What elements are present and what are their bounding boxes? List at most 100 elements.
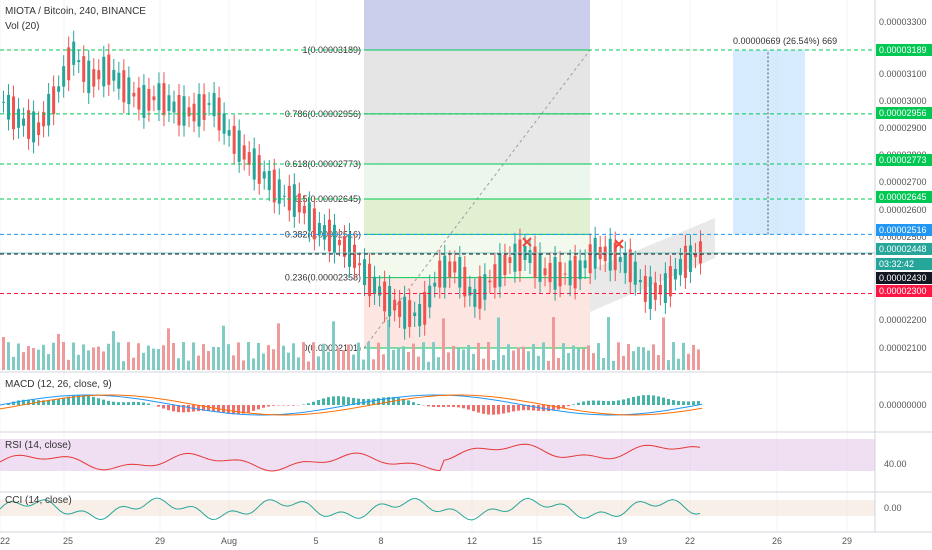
candle-body [337, 239, 341, 246]
volume-bar [682, 342, 685, 370]
macd-histogram-bar [697, 401, 700, 405]
macd-histogram-bar [182, 405, 185, 413]
macd-histogram-bar [172, 405, 175, 412]
macd-histogram-bar [652, 395, 655, 405]
macd-histogram-bar [412, 402, 415, 405]
candles [2, 30, 702, 340]
macd-histogram-bar [267, 405, 270, 407]
volume-bar [602, 357, 605, 370]
macd-histogram-bar [562, 405, 565, 408]
macd-histogram-bar [517, 405, 520, 411]
candle-body [242, 145, 246, 160]
candle-body [648, 276, 652, 309]
volume-bar [667, 360, 670, 370]
macd-histogram-bar [667, 398, 670, 405]
macd-histogram-bar [527, 405, 530, 411]
macd-histogram-bar [257, 405, 260, 410]
macd-histogram-bar [272, 405, 275, 406]
macd-histogram-bar [397, 397, 400, 405]
macd-histogram-bar [27, 399, 30, 405]
macd-histogram-bar [567, 405, 570, 407]
macd-histogram-bar [427, 405, 430, 407]
candle-body [142, 85, 146, 118]
price-tags: 0.00003189 0.00002956 0.00002773 0.00002645… [876, 44, 932, 297]
macd-histogram-bar [177, 405, 180, 413]
candle-body [52, 86, 56, 115]
candle-body [162, 83, 166, 116]
volume-bar [477, 342, 480, 370]
volume-bar [372, 359, 375, 370]
candle-body [398, 300, 402, 318]
candle-body [473, 289, 477, 307]
macd-histogram-bar [167, 405, 170, 411]
volume-bar [637, 346, 640, 370]
macd-histogram-bar [232, 405, 235, 415]
volume-bar [177, 358, 180, 370]
fib-zone-band [364, 163, 590, 199]
time-axis-label: 8 [378, 536, 383, 546]
macd-histogram-bar [202, 405, 205, 411]
volume-bar [482, 358, 485, 370]
volume-bar [407, 351, 410, 370]
volume-bar [12, 356, 15, 370]
price-axis-label: 0.00002200 [879, 315, 927, 325]
volume-bar [242, 360, 245, 370]
volume-bar [612, 360, 615, 370]
candle-body [673, 268, 677, 280]
volume-bar [127, 342, 130, 370]
macd-histogram-bar [682, 401, 685, 405]
candle-body [443, 255, 447, 288]
macd-line [0, 394, 703, 416]
candle-body [122, 70, 126, 103]
candle-body [312, 208, 316, 240]
volume-bar [277, 323, 280, 370]
candle-body [613, 242, 617, 271]
macd-histogram-bar [107, 400, 110, 405]
macd-histogram-bar [307, 403, 310, 405]
time-axis-label: 29 [155, 536, 165, 546]
candle-body [678, 258, 682, 276]
macd-histogram-bar [222, 405, 225, 413]
measure-box [733, 50, 805, 235]
volume-bar [162, 345, 165, 370]
volume-bar [572, 345, 575, 370]
volume-bar [597, 343, 600, 370]
candle-body [478, 276, 482, 309]
volume-bar [77, 354, 80, 370]
candle-body [57, 86, 61, 92]
volume-bar [62, 342, 65, 370]
volume-bar [382, 354, 385, 370]
price-tag [876, 154, 932, 166]
volume-bar [487, 342, 490, 370]
macd-histogram-bar [47, 400, 50, 405]
macd-histogram-bar [497, 405, 500, 415]
macd-histogram-bar [112, 401, 115, 405]
candle-body [448, 261, 452, 278]
volume-bar [2, 337, 5, 370]
macd-histogram-bar [437, 405, 440, 408]
macd-histogram-bar [7, 403, 10, 405]
volume-bar [302, 342, 305, 370]
volume-bar [402, 346, 405, 370]
candle-body [403, 296, 407, 329]
macd-histogram-bar [117, 402, 120, 405]
macd-histogram-bar [677, 400, 680, 405]
time-axis-label: 19 [617, 536, 627, 546]
volume-bar [467, 344, 470, 370]
macd-histogram-bar [417, 403, 420, 405]
volume-bar [197, 355, 200, 370]
cci-label: CCI (14, close) [5, 495, 72, 506]
volume-bar [152, 348, 155, 370]
macd-histogram-bar [197, 405, 200, 412]
candle-body [117, 72, 121, 89]
volume-bar [422, 342, 425, 370]
candle-body [42, 112, 46, 127]
volume-bar [257, 342, 260, 370]
candle-body [107, 54, 111, 85]
volume-bar [642, 347, 645, 370]
macd-label: MACD (12, 26, close, 9) [5, 379, 112, 390]
candle-body [282, 195, 286, 197]
volume-bar [262, 353, 265, 370]
macd-histogram-bar [547, 405, 550, 412]
